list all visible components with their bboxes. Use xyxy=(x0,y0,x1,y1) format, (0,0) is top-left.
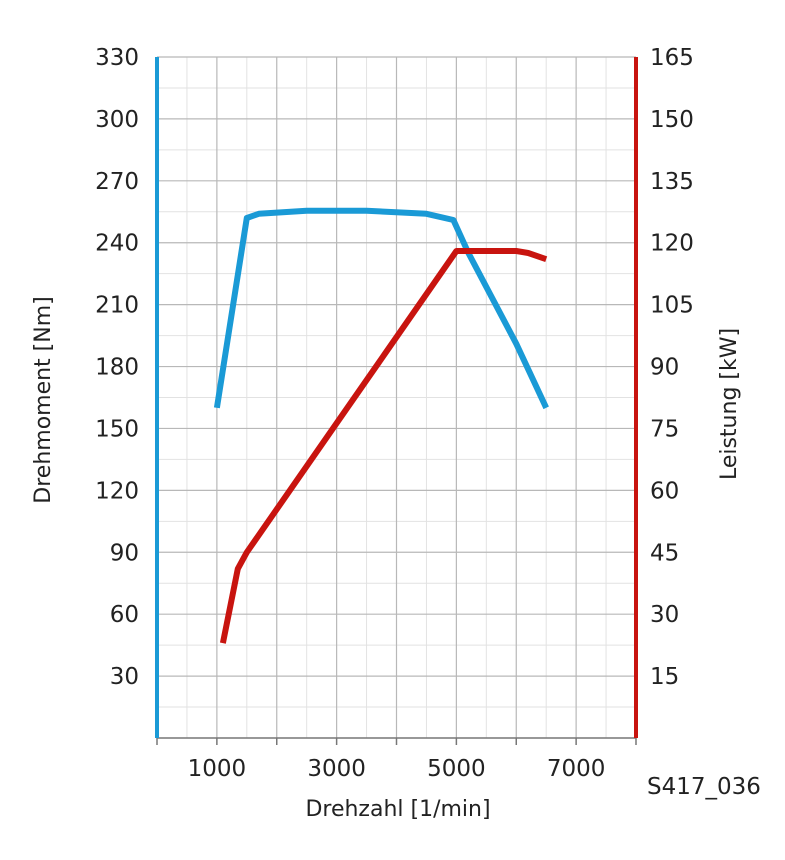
grid xyxy=(157,56,636,738)
y-left-tick-label: 210 xyxy=(95,293,139,319)
y-left-tick-label: 30 xyxy=(110,664,139,690)
y-left-tick-label: 60 xyxy=(110,602,139,628)
y-right-tick-label: 165 xyxy=(650,45,694,71)
y-right-tick-label: 30 xyxy=(650,602,679,628)
y-right-tick-label: 135 xyxy=(650,169,694,195)
y-left-axis-label: Drehmoment [Nm] xyxy=(31,296,56,503)
y-left-tick-label: 330 xyxy=(95,45,139,71)
y-left-tick-label: 270 xyxy=(95,169,139,195)
y-left-tick-label: 150 xyxy=(95,416,139,442)
y-right-tick-label: 90 xyxy=(650,355,679,381)
x-tick-label: 5000 xyxy=(427,756,486,782)
figure-code: S417_036 xyxy=(647,774,761,800)
y-left-tick-label: 120 xyxy=(95,478,139,504)
x-tick-label: 3000 xyxy=(307,756,366,782)
y-left-tick-label: 240 xyxy=(95,231,139,257)
axes xyxy=(155,57,638,745)
tick-labels: 30 60 90 120 150 180 210 240 270 300 330 15 30 45 60 75… xyxy=(95,45,694,782)
y-right-tick-label: 45 xyxy=(650,540,679,566)
y-left-tick-label: 180 xyxy=(95,355,139,381)
x-tick-label: 7000 xyxy=(547,756,606,782)
y-right-tick-label: 75 xyxy=(650,416,679,442)
y-right-axis-label: Leistung [kW] xyxy=(717,328,742,480)
torque-line xyxy=(213,207,549,410)
y-left-tick-label: 90 xyxy=(110,540,139,566)
y-right-tick-label: 120 xyxy=(650,231,694,257)
y-right-tick-label: 60 xyxy=(650,478,679,504)
y-left-tick-label: 300 xyxy=(95,107,139,133)
y-right-tick-label: 105 xyxy=(650,293,694,319)
y-right-tick-label: 15 xyxy=(650,664,679,690)
y-right-tick-label: 150 xyxy=(650,107,694,133)
series xyxy=(213,207,549,644)
power-line xyxy=(219,248,548,644)
x-tick-label: 1000 xyxy=(188,756,247,782)
x-axis-label: Drehzahl [1/min] xyxy=(305,797,490,822)
